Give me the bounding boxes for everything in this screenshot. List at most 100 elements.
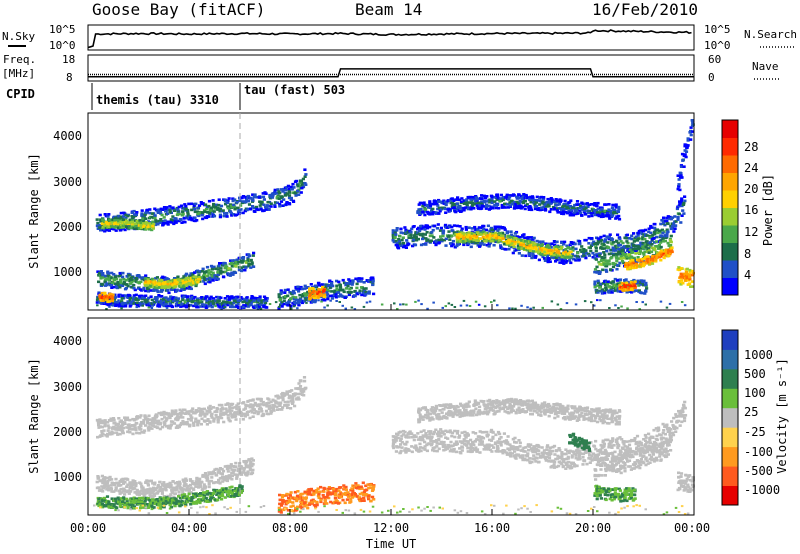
scatter-cell — [657, 243, 661, 247]
scatter-cell — [183, 203, 187, 206]
scatter-cell — [604, 259, 608, 263]
scatter-cell — [144, 280, 148, 283]
scatter-cell — [289, 196, 293, 200]
scatter-cell — [545, 254, 549, 257]
scatter-cell — [172, 222, 176, 226]
scatter-cell — [510, 199, 514, 203]
scatter-cell — [225, 211, 229, 215]
scatter-cell — [450, 197, 454, 201]
scatter-cell — [391, 229, 395, 232]
scatter-cell — [278, 204, 282, 208]
scatter-cell — [636, 234, 640, 237]
scatter-cell — [524, 254, 528, 258]
scatter-cell — [162, 282, 166, 286]
scatter-cell — [141, 276, 145, 279]
scatter-cell — [654, 240, 658, 243]
scatter-cell — [456, 196, 460, 199]
scatter-cell — [288, 202, 292, 206]
scatter-cell — [216, 206, 220, 210]
scatter-cell — [229, 211, 233, 215]
colorbar-swatch — [722, 137, 738, 156]
scatter-cell — [233, 207, 237, 211]
scatter-cell — [530, 198, 534, 202]
scatter-cell — [359, 280, 363, 283]
scatter-cell — [669, 244, 673, 247]
scatter-cell — [617, 214, 621, 218]
scatter-cell — [545, 248, 549, 251]
scatter-cell — [222, 270, 226, 274]
scatter-cell — [258, 297, 262, 301]
scatter-cell — [606, 280, 610, 283]
scatter-cell — [234, 300, 238, 303]
scatter-cell — [652, 236, 656, 240]
scatter-cell — [602, 280, 607, 283]
scatter-cell — [270, 196, 275, 199]
scatter-cell — [593, 210, 598, 214]
scatter-cell — [299, 184, 303, 188]
scatter-cell — [100, 301, 104, 304]
scatter-cell — [677, 178, 681, 181]
scatter-cell — [171, 300, 175, 302]
scatter-cell — [145, 208, 149, 212]
scatter-cell — [473, 225, 477, 229]
scatter-cell — [250, 263, 254, 266]
scatter-cell — [479, 233, 483, 236]
scatter-cell — [293, 180, 298, 183]
scatter-cell — [601, 268, 605, 272]
scatter-cell — [124, 304, 128, 308]
scatter-cell — [98, 418, 102, 421]
scatter-cell — [259, 200, 263, 204]
scatter-cell — [439, 238, 444, 241]
scatter-cell — [683, 195, 687, 198]
scatter-cell — [102, 296, 106, 300]
scatter-cell — [235, 258, 239, 262]
scatter-cell — [546, 204, 550, 207]
scatter-cell — [639, 229, 643, 232]
scatter-cell — [494, 206, 498, 210]
scatter-cell — [167, 414, 171, 418]
scatter-cell — [458, 225, 462, 228]
scatter-cell — [631, 259, 635, 262]
scatter-cell — [484, 196, 488, 200]
scatter-cell — [154, 223, 158, 227]
scatter-cell — [566, 246, 570, 249]
scatter-cell — [253, 296, 257, 300]
scatter-cell — [161, 222, 165, 225]
scatter-cell — [488, 229, 492, 233]
scatter-cell — [617, 207, 621, 211]
scatter-cell — [244, 195, 248, 199]
scatter-cell — [143, 429, 147, 432]
scatter-cell — [600, 290, 604, 293]
scatter-cell — [392, 240, 396, 244]
scatter-cell — [569, 261, 573, 265]
scatter-cell — [280, 188, 284, 191]
scatter-cell — [580, 245, 584, 248]
scatter-cell — [196, 299, 200, 302]
scatter-cell — [105, 283, 109, 287]
scatter-cell — [477, 201, 481, 205]
scatter-cell — [203, 282, 207, 286]
scatter-cell — [517, 196, 521, 200]
scatter-cell — [648, 249, 652, 252]
scatter-cell — [283, 288, 287, 292]
scatter-cell — [482, 243, 486, 246]
scatter-cell — [626, 241, 630, 245]
scatter-cell — [112, 301, 116, 305]
scatter-cell — [607, 259, 611, 262]
scatter-cell — [441, 232, 445, 235]
scatter-cell — [122, 280, 127, 284]
scatter-cell — [120, 296, 124, 300]
scatter-cell — [568, 210, 572, 214]
scatter-cell — [484, 232, 488, 235]
scatter-cell — [100, 430, 104, 433]
scatter-cell — [602, 251, 606, 254]
scatter-cell — [540, 248, 544, 252]
scatter-cell — [503, 206, 507, 209]
scatter-cell — [115, 431, 119, 434]
scatter-cell — [316, 292, 320, 296]
scatter-cell — [273, 192, 277, 195]
scatter-cell — [394, 240, 398, 243]
scatter-cell — [582, 209, 586, 213]
scatter-cell — [116, 283, 121, 286]
scatter-cell — [471, 197, 475, 201]
